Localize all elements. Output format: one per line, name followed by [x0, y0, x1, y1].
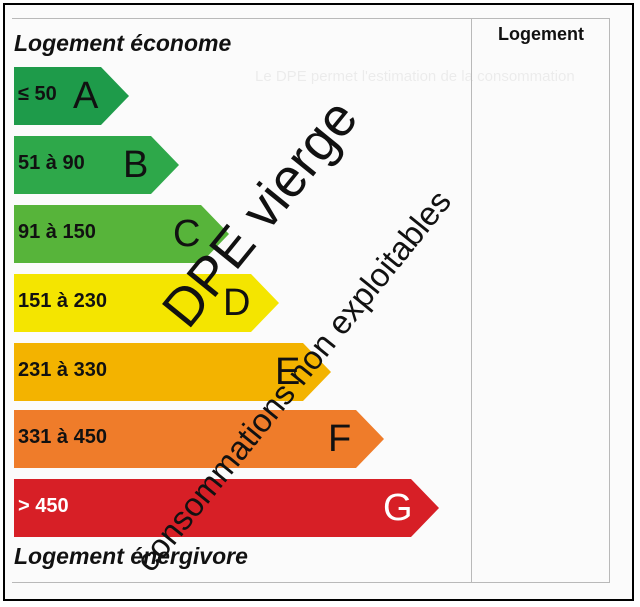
logement-column-header: Logement [497, 24, 584, 44]
energy-band-arrow [14, 343, 331, 401]
energy-band-d: 151 à 230 D [14, 274, 279, 332]
energy-band-b: 51 à 90 B [14, 136, 179, 194]
energy-band-letter: G [383, 487, 413, 529]
energy-band-c: 91 à 150 C [14, 205, 229, 263]
energy-band-letter: C [173, 213, 201, 255]
energy-band-f: 331 à 450 F [14, 410, 384, 468]
energy-band-range: > 450 [18, 495, 69, 517]
energy-band-range: 51 à 90 [18, 152, 85, 174]
energy-band-e: 231 à 330 E [14, 343, 331, 401]
label-economical: Logement économe [14, 30, 232, 56]
energy-band-range: ≤ 50 [18, 83, 57, 105]
energy-band-letter: E [275, 351, 301, 393]
energy-band-arrow [14, 136, 179, 194]
energy-band-letter: B [123, 144, 149, 186]
energy-band-arrow [14, 410, 384, 468]
energy-band-arrow [14, 67, 129, 125]
energy-band-a: ≤ 50 A [14, 67, 129, 125]
faded-background-text: Le DPE permet l'estimation de la consomm… [255, 68, 575, 85]
energy-band-arrow [14, 274, 279, 332]
energy-band-range: 331 à 450 [18, 426, 107, 448]
label-panel [12, 18, 610, 583]
column-divider [471, 18, 472, 583]
energy-band-g: > 450 G [14, 479, 439, 537]
energy-band-range: 91 à 150 [18, 221, 96, 243]
energy-band-arrow [14, 479, 439, 537]
energy-band-letter: F [328, 418, 352, 460]
energy-band-range: 151 à 230 [18, 290, 107, 312]
energy-band-range: 231 à 330 [18, 359, 107, 381]
energy-band-arrow [14, 205, 229, 263]
energy-band-letter: D [223, 282, 251, 324]
energy-band-letter: A [73, 75, 99, 117]
label-energy-hungry: Logement énergivore [14, 543, 248, 569]
